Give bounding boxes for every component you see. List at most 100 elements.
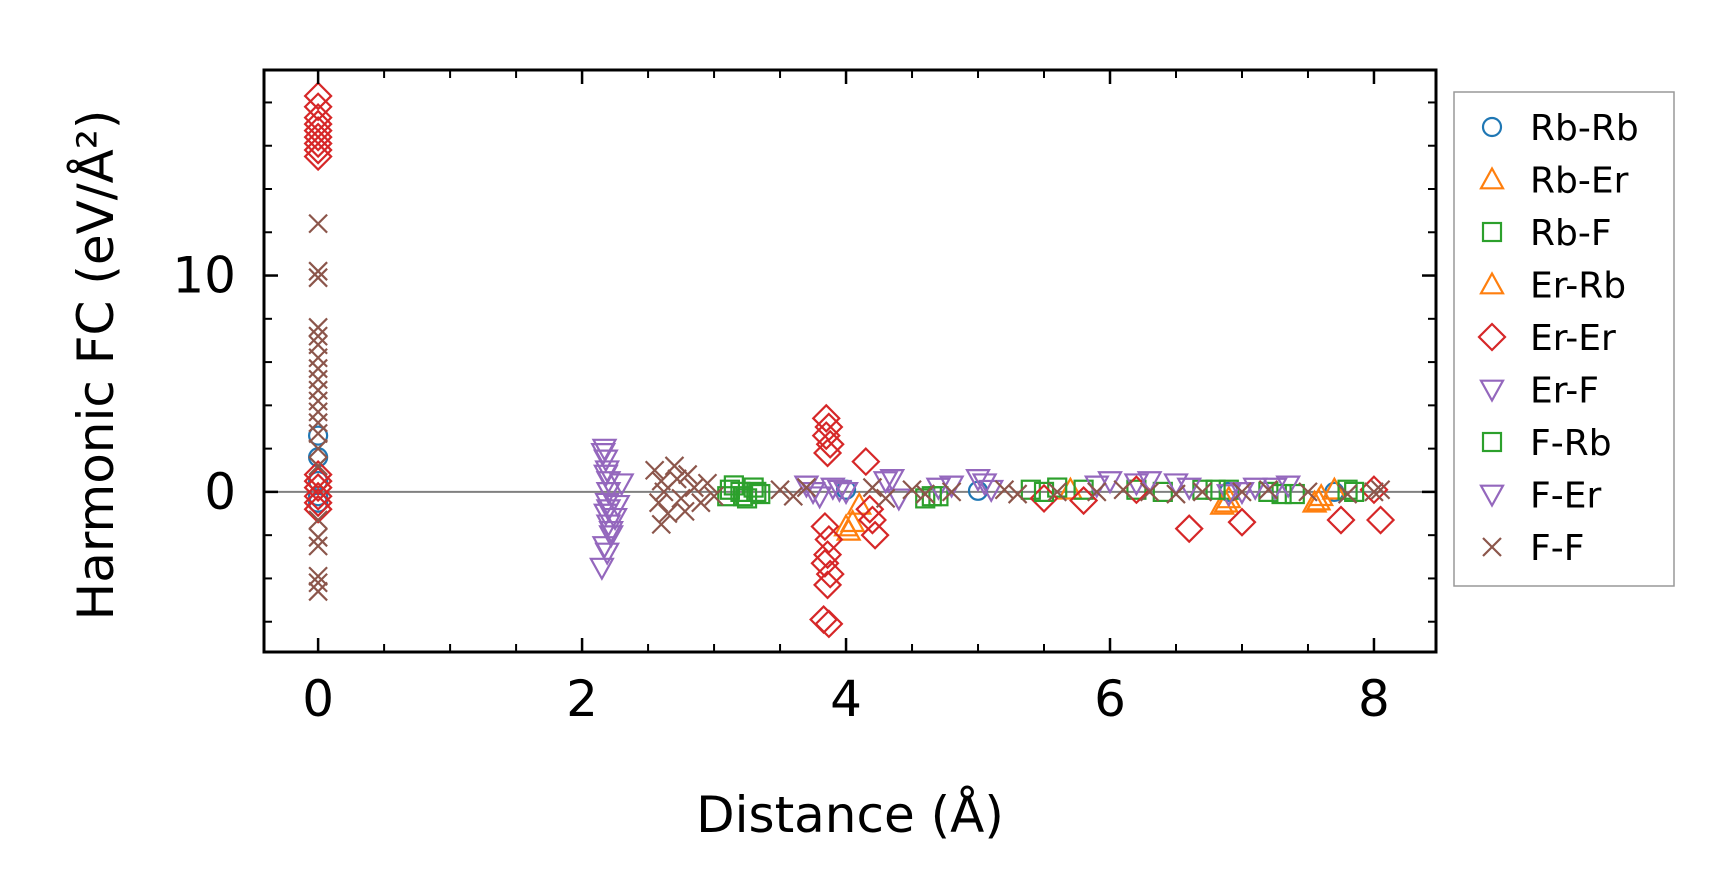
legend-entry: Er-Er [1477, 318, 1616, 359]
data-point [860, 520, 890, 550]
data-point [604, 494, 631, 519]
data-point [872, 471, 899, 495]
data-point [303, 460, 333, 490]
data-point [303, 92, 333, 122]
data-point [697, 473, 718, 494]
legend-label: Rb-Er [1530, 161, 1629, 202]
legend-label: Er-Er [1530, 318, 1616, 359]
data-point [308, 536, 328, 556]
data-point [658, 503, 678, 524]
data-point [308, 213, 328, 234]
series-er-er [303, 81, 1396, 639]
data-marks [303, 81, 1396, 639]
data-point [677, 464, 698, 485]
data-point [1229, 481, 1255, 506]
data-point [851, 447, 881, 477]
data-point [915, 484, 936, 504]
data-point [308, 267, 328, 288]
data-point [648, 492, 669, 513]
data-point [308, 456, 328, 476]
data-point [595, 499, 622, 523]
plot-area [264, 70, 1436, 652]
data-point [308, 423, 328, 444]
data-point [1007, 484, 1028, 504]
legend-marker [1479, 484, 1505, 508]
data-point [1321, 476, 1348, 500]
legend-entry: F-F [1482, 528, 1584, 569]
legend-label: Rb-Rb [1530, 108, 1639, 149]
series-f-er [590, 443, 1288, 566]
data-point [308, 438, 328, 459]
data-point [1136, 471, 1163, 495]
data-point [1298, 482, 1318, 502]
data-point [303, 473, 333, 503]
data-point [857, 505, 887, 535]
data-point [717, 486, 738, 507]
legend-entry: Rb-F [1481, 213, 1612, 254]
data-point [598, 520, 624, 545]
legend-entry: F-Rb [1481, 423, 1612, 464]
data-point [875, 488, 896, 509]
data-point [783, 486, 804, 507]
data-point [971, 473, 998, 497]
data-point [1366, 505, 1396, 535]
data-point [815, 559, 845, 589]
data-point [1370, 479, 1391, 500]
data-point [590, 443, 617, 467]
data-point [308, 261, 328, 281]
legend-label: F-Rb [1530, 423, 1612, 464]
legend-marker [1479, 379, 1505, 403]
plot-background [264, 70, 1436, 652]
data-point [862, 477, 883, 498]
data-point [1258, 479, 1279, 500]
data-point [1364, 482, 1384, 502]
axes-frame [262, 68, 1438, 654]
data-point [303, 81, 333, 111]
data-point [1301, 489, 1328, 513]
data-point [1166, 484, 1186, 504]
data-point [308, 581, 328, 602]
y-axis-title: Harmonic FC (eV/Å²) [67, 110, 125, 621]
data-point [308, 317, 328, 338]
data-point [915, 488, 936, 509]
data-point [303, 488, 333, 518]
data-point [1047, 482, 1067, 502]
legend-marker [1477, 322, 1507, 352]
legend-label: F-F [1530, 528, 1584, 569]
data-point [308, 566, 328, 587]
data-point [594, 542, 621, 566]
legend-label: Er-Rb [1530, 266, 1626, 307]
data-point [902, 479, 922, 500]
data-point [732, 486, 754, 507]
data-point [684, 477, 705, 498]
data-point [1337, 479, 1358, 500]
data-point [1359, 475, 1389, 505]
x-axis-title: Distance (Å) [696, 786, 1004, 844]
legend-marker [1481, 221, 1503, 243]
axes [262, 68, 1438, 654]
data-point [730, 481, 751, 502]
data-point [796, 477, 817, 498]
data-point [1227, 507, 1257, 537]
data-point [1232, 482, 1252, 502]
legend-entry: Rb-Rb [1481, 108, 1639, 149]
data-point [826, 479, 853, 503]
data-point [879, 469, 906, 493]
data-point [1192, 482, 1213, 502]
legend-marker [1481, 116, 1503, 138]
legend-label: Er-F [1530, 371, 1599, 412]
data-point [813, 438, 843, 468]
data-point [303, 481, 333, 511]
data-point [811, 421, 841, 451]
data-point [308, 326, 328, 346]
data-point [770, 479, 790, 500]
data-point [833, 481, 859, 506]
x-tick-label: 6 [1094, 670, 1126, 728]
data-point [664, 456, 685, 476]
data-point [675, 501, 695, 522]
data-point [1126, 479, 1147, 500]
data-point [644, 460, 665, 481]
data-point [1113, 479, 1133, 500]
legend-entry: Er-F [1479, 371, 1599, 412]
data-point [308, 572, 328, 593]
